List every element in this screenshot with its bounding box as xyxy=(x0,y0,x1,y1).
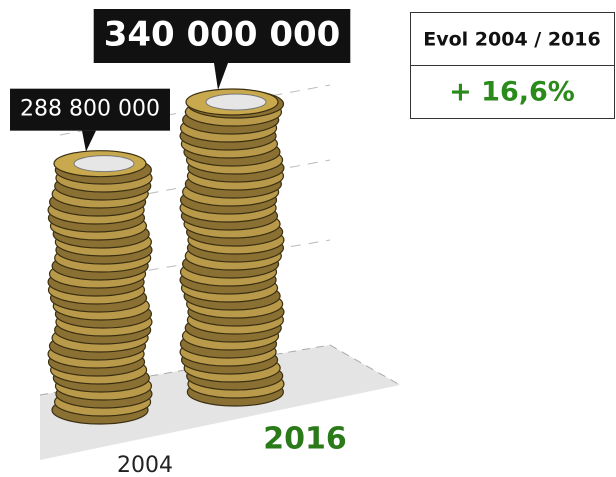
coin-center xyxy=(73,155,135,173)
stacks: 288 800 000 2004 340 000 000 2016 xyxy=(10,9,351,477)
callout-box xyxy=(10,88,170,131)
value-callout: 288 800 000 xyxy=(10,88,170,152)
callout-pointer xyxy=(82,130,96,152)
evolution-box: Evol 2004 / 2016 + 16,6% xyxy=(410,12,615,119)
value-label: 288 800 000 xyxy=(20,97,160,122)
category-label: 2016 xyxy=(263,422,347,457)
coin-stack xyxy=(179,88,285,407)
value-label: 340 000 000 xyxy=(104,15,341,55)
value-callout: 340 000 000 xyxy=(93,9,351,90)
callout-pointer xyxy=(214,63,228,90)
coin-stack xyxy=(47,150,153,425)
category-label: 2004 xyxy=(117,453,173,477)
evolution-title: Evol 2004 / 2016 xyxy=(423,29,600,51)
evolution-value: + 16,6% xyxy=(449,77,575,108)
callout-box xyxy=(93,9,351,63)
coin-center xyxy=(205,93,267,111)
